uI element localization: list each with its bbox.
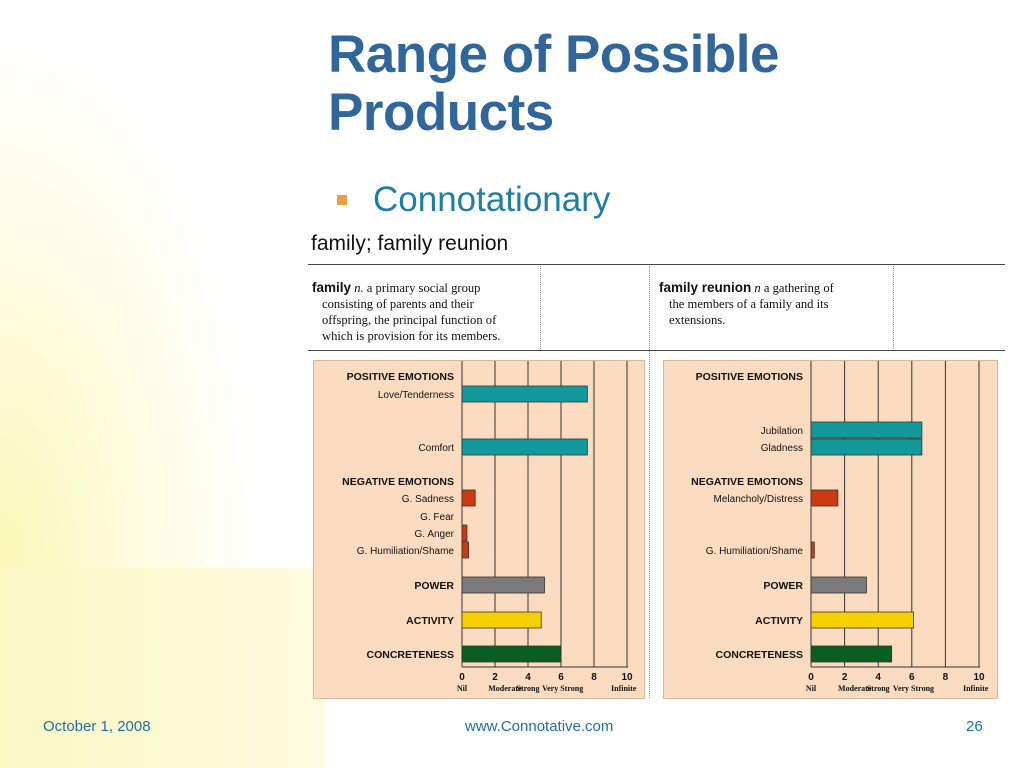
bar-power	[461, 576, 545, 594]
bar-negative	[810, 489, 839, 507]
title-line-2: Products	[328, 83, 554, 142]
category-header-label: ACTIVITY	[406, 615, 454, 627]
bar-positive	[461, 385, 588, 403]
row-label: Melancholy/Distress	[714, 494, 803, 505]
bullet-text: Connotationary	[373, 180, 611, 219]
definition-line: family n. a primary social group	[312, 280, 540, 296]
definition-family-reunion: family reunion n a gathering of the memb…	[659, 280, 889, 328]
x-tick-label: 10	[973, 672, 985, 683]
x-tick-label: 6	[909, 672, 915, 683]
x-tick-label: 10	[621, 672, 633, 683]
slide-title: Range of Possible Products	[328, 26, 888, 142]
bar-concreteness	[461, 645, 562, 663]
x-tick-word: Infinite	[963, 684, 989, 693]
title-line-1: Range of Possible	[328, 25, 779, 84]
row-label: G. Fear	[420, 512, 455, 523]
definition-text: offspring, the principal function of	[322, 313, 497, 327]
row-label: Jubilation	[761, 426, 803, 437]
bar-positive	[810, 438, 923, 456]
bullet-square-icon	[337, 195, 347, 205]
figure-title: family; family reunion	[311, 232, 509, 255]
definition-text: which is provision for its members.	[322, 329, 501, 343]
category-header-label: POSITIVE EMOTIONS	[347, 371, 454, 383]
chart-family-reunion: POSITIVE EMOTIONS Jubilation Gladness NEGAT…	[663, 360, 998, 699]
definition-family: family n. a primary social group consist…	[312, 280, 540, 344]
row-label: Comfort	[418, 443, 454, 454]
x-tick-word: Strong	[867, 684, 890, 693]
chart-family: POSITIVE EMOTIONS Love/Tenderness Comfort N…	[313, 360, 645, 699]
row-label: G. Humiliation/Shame	[357, 546, 455, 557]
x-tick-label: 2	[492, 672, 498, 683]
row-label: G. Sadness	[402, 494, 454, 505]
bottom-rule	[308, 350, 1005, 351]
bar-negative	[461, 541, 469, 559]
x-tick-label: 4	[525, 672, 531, 683]
divider-dots	[649, 266, 650, 698]
bar-negative	[810, 541, 815, 559]
x-tick-word: Very Strong	[542, 684, 583, 693]
definition-text: a primary social group	[366, 281, 481, 295]
definition-headword: family reunion	[659, 280, 752, 295]
definition-text: the members of a family and its	[669, 297, 829, 311]
x-tick-label: 2	[842, 672, 848, 683]
x-tick-label: 0	[459, 672, 465, 683]
divider-dots	[893, 266, 894, 349]
x-tick-label: 8	[943, 672, 949, 683]
x-tick-word: Strong	[517, 684, 540, 693]
x-tick-word: Nil	[806, 684, 817, 693]
x-tick-word: Moderate	[488, 684, 522, 693]
category-header-label: ACTIVITY	[755, 615, 803, 627]
footer-url: www.Connotative.com	[465, 718, 614, 735]
top-rule	[308, 264, 1005, 265]
category-header-label: NEGATIVE EMOTIONS	[691, 476, 803, 488]
row-label: G. Humiliation/Shame	[706, 546, 804, 557]
divider-dots	[540, 266, 541, 349]
category-header-label: NEGATIVE EMOTIONS	[342, 476, 454, 488]
category-header-label: POWER	[763, 580, 803, 592]
bullet-item: Connotationary	[337, 180, 610, 220]
footer-page-number: 26	[966, 718, 983, 735]
definition-pos: n	[754, 281, 761, 295]
bar-positive	[810, 421, 923, 439]
footer-date: October 1, 2008	[43, 718, 151, 735]
x-tick-word: Nil	[457, 684, 468, 693]
x-tick-label: 6	[558, 672, 564, 683]
definition-text: extensions.	[669, 313, 726, 327]
bar-activity	[810, 611, 914, 629]
definition-headword: family	[312, 280, 352, 295]
chart-family-svg: POSITIVE EMOTIONS Love/Tenderness Comfort N…	[342, 361, 637, 693]
definition-line: family reunion n a gathering of	[659, 280, 889, 296]
definition-text: a gathering of	[763, 281, 834, 295]
definition-text: consisting of parents and their	[322, 297, 474, 311]
chart-family-reunion-svg: POSITIVE EMOTIONS Jubilation Gladness NEGAT…	[691, 361, 989, 693]
x-tick-label: 8	[591, 672, 597, 683]
bar-concreteness	[810, 645, 893, 663]
row-label: Gladness	[761, 443, 803, 454]
row-label: Love/Tenderness	[378, 390, 454, 401]
bar-negative	[461, 524, 468, 542]
bar-negative	[461, 489, 476, 507]
bar-activity	[461, 611, 542, 629]
category-header-label: POSITIVE EMOTIONS	[696, 371, 803, 383]
background-strip	[0, 568, 326, 768]
category-header-label: POWER	[414, 580, 454, 592]
category-header-label: CONCRETENESS	[366, 649, 454, 661]
x-tick-label: 0	[808, 672, 814, 683]
bar-power	[810, 576, 867, 594]
x-tick-label: 4	[875, 672, 881, 683]
x-tick-word: Infinite	[611, 684, 637, 693]
category-header-label: CONCRETENESS	[715, 649, 803, 661]
x-tick-word: Very Strong	[893, 684, 934, 693]
bar-positive	[461, 438, 588, 456]
x-tick-word: Moderate	[838, 684, 872, 693]
definition-pos: n.	[354, 281, 364, 295]
row-label: G. Anger	[415, 529, 455, 540]
